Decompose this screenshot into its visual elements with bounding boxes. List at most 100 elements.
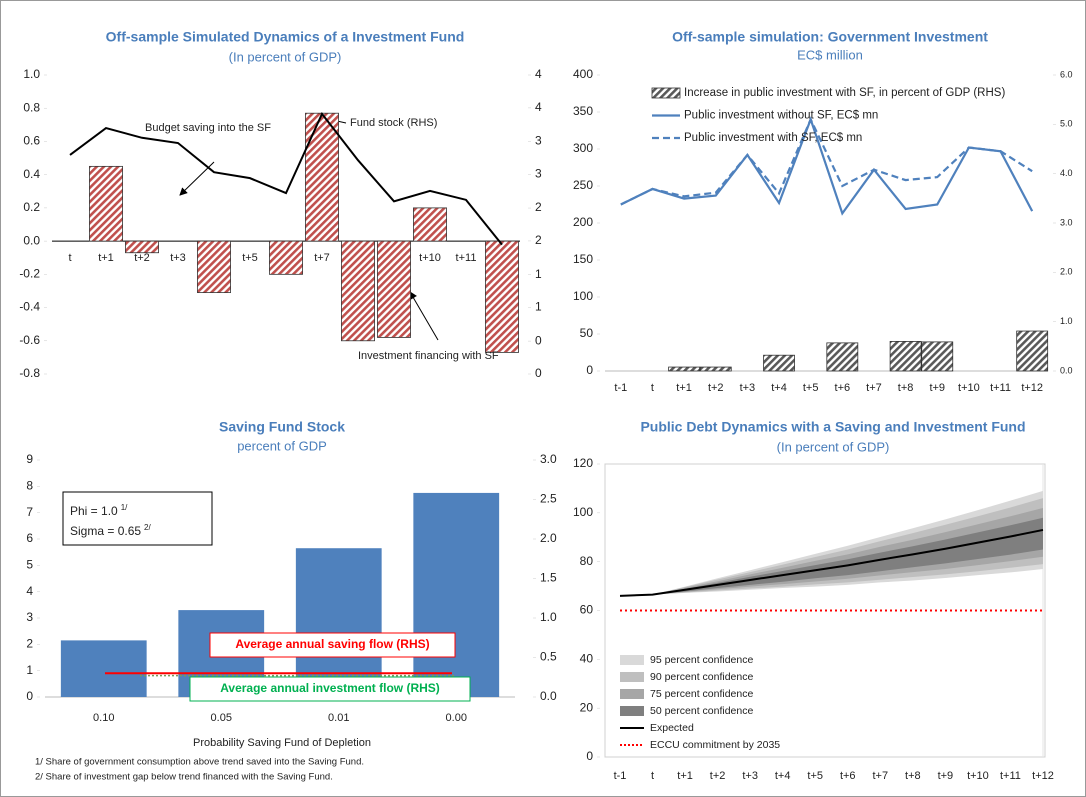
annotation: Fund stock (RHS): [350, 117, 437, 129]
bar: [89, 165, 123, 242]
reference-label: Average annual saving flow (RHS): [235, 637, 429, 651]
y2-tick-label: 4: [535, 100, 542, 114]
legend-label: 50 percent confidence: [650, 705, 753, 717]
legend-swatch: [620, 655, 644, 665]
x-tick-label: 0.01: [328, 712, 349, 724]
x-tick-label: t+9: [929, 382, 945, 394]
legend-label: ECCU commitment by 2035: [650, 739, 780, 751]
x-tick-label: t+6: [840, 770, 856, 782]
y-tick-label: 60: [580, 603, 594, 617]
legend-swatch: [620, 689, 644, 699]
x-tick-label: t+6: [835, 382, 851, 394]
y-tick-label: -0.6: [19, 333, 40, 347]
y-tick-label: 1.0: [23, 67, 40, 81]
parameter-note: 1/: [121, 503, 128, 512]
bar: [295, 548, 382, 697]
legend-swatch: [651, 87, 681, 99]
y-tick-label: 0: [586, 749, 593, 763]
y2-tick-label: 2.0: [540, 531, 557, 545]
bar: [763, 354, 795, 372]
bar: [1016, 330, 1049, 372]
y-tick-label: 250: [573, 178, 593, 192]
y-tick-label: 6: [26, 531, 33, 545]
y2-tick-label: 4: [535, 67, 542, 81]
legend-swatch: [620, 672, 644, 682]
chart-title: Saving Fund Stock: [219, 419, 345, 435]
y-tick-label: -0.2: [19, 267, 40, 281]
bar: [413, 207, 447, 242]
x-tick-label: t+5: [803, 382, 819, 394]
parameter-note: 2/: [144, 523, 151, 532]
y-tick-label: 100: [573, 505, 593, 519]
annotation-arrow: [409, 291, 439, 341]
x-tick-label: t+8: [905, 770, 921, 782]
y2-tick-label: 0.5: [540, 650, 557, 664]
reference-label: Average annual investment flow (RHS): [220, 681, 440, 695]
bar: [413, 492, 500, 697]
y-tick-label: 0.2: [23, 200, 40, 214]
y2-tick-label: 3: [535, 134, 542, 148]
y2-tick-label: 2: [535, 200, 542, 214]
label-box: [209, 632, 456, 658]
x-tick-label: t+1: [677, 770, 693, 782]
bar: [668, 366, 701, 372]
footnote: 2/ Share of investment gap below trend f…: [35, 772, 333, 783]
x-tick-label: t+10: [419, 252, 441, 264]
x-tick-label: 0.10: [93, 712, 114, 724]
y-tick-label: 80: [580, 554, 594, 568]
y-tick-label: 0.6: [23, 134, 40, 148]
x-tick-label: t: [651, 382, 654, 394]
y2-tick-label: 1: [535, 300, 542, 314]
y2-tick-label: 2.0: [1060, 267, 1073, 277]
x-tick-label: t: [651, 770, 654, 782]
x-tick-label: t+7: [314, 252, 330, 264]
y2-tick-label: 2.5: [540, 492, 557, 506]
y-tick-label: 0.8: [23, 100, 40, 114]
x-tick-label: t+12: [1032, 770, 1054, 782]
x-tick-label: t+11: [456, 252, 477, 264]
chart-subtitle: percent of GDP: [237, 438, 327, 453]
x-tick-label: t-1: [614, 770, 627, 782]
y2-tick-label: 1.0: [1060, 316, 1073, 326]
legend-swatch: [620, 706, 644, 716]
legend-label: Public investment with SF, EC$ mn: [684, 132, 862, 144]
chart-title: Public Debt Dynamics with a Saving and I…: [640, 419, 1025, 435]
y-tick-label: 7: [26, 505, 33, 519]
y2-tick-label: 0: [535, 366, 542, 380]
bar: [921, 341, 954, 372]
legend-label: 75 percent confidence: [650, 688, 753, 700]
y2-tick-label: 3.0: [540, 452, 557, 466]
y2-tick-label: 0: [535, 333, 542, 347]
y2-tick-label: 6.0: [1060, 69, 1073, 79]
y2-tick-label: 3.0: [1060, 217, 1073, 227]
y-tick-label: 100: [573, 289, 593, 303]
y-tick-label: 0: [586, 363, 593, 377]
y-tick-label: 50: [580, 326, 594, 340]
confidence-band: [620, 517, 1043, 596]
x-tick-label: t+7: [866, 382, 882, 394]
y-tick-label: 0.0: [23, 233, 40, 247]
y-tick-label: 1: [26, 663, 33, 677]
line: [69, 111, 503, 246]
x-tick-label: t+3: [740, 382, 756, 394]
x-tick-label: t+2: [708, 382, 724, 394]
plot-border: [604, 463, 1046, 758]
confidence-band: [620, 498, 1043, 596]
y-tick-label: 120: [573, 456, 593, 470]
legend-label: 95 percent confidence: [650, 654, 753, 666]
y2-tick-label: 1: [535, 267, 542, 281]
bar: [699, 366, 732, 372]
bar: [377, 240, 411, 338]
line: [620, 116, 1033, 206]
y-tick-label: 4: [26, 584, 33, 598]
bar: [341, 240, 375, 342]
x-tick-label: t+4: [775, 770, 791, 782]
y-tick-label: -0.8: [19, 366, 40, 380]
label-box: [189, 676, 471, 702]
x-axis-title: Probability Saving Fund of Depletion: [193, 737, 371, 749]
y-tick-label: 0: [26, 689, 33, 703]
bar: [826, 342, 859, 372]
y2-tick-label: 0.0: [1060, 365, 1073, 375]
